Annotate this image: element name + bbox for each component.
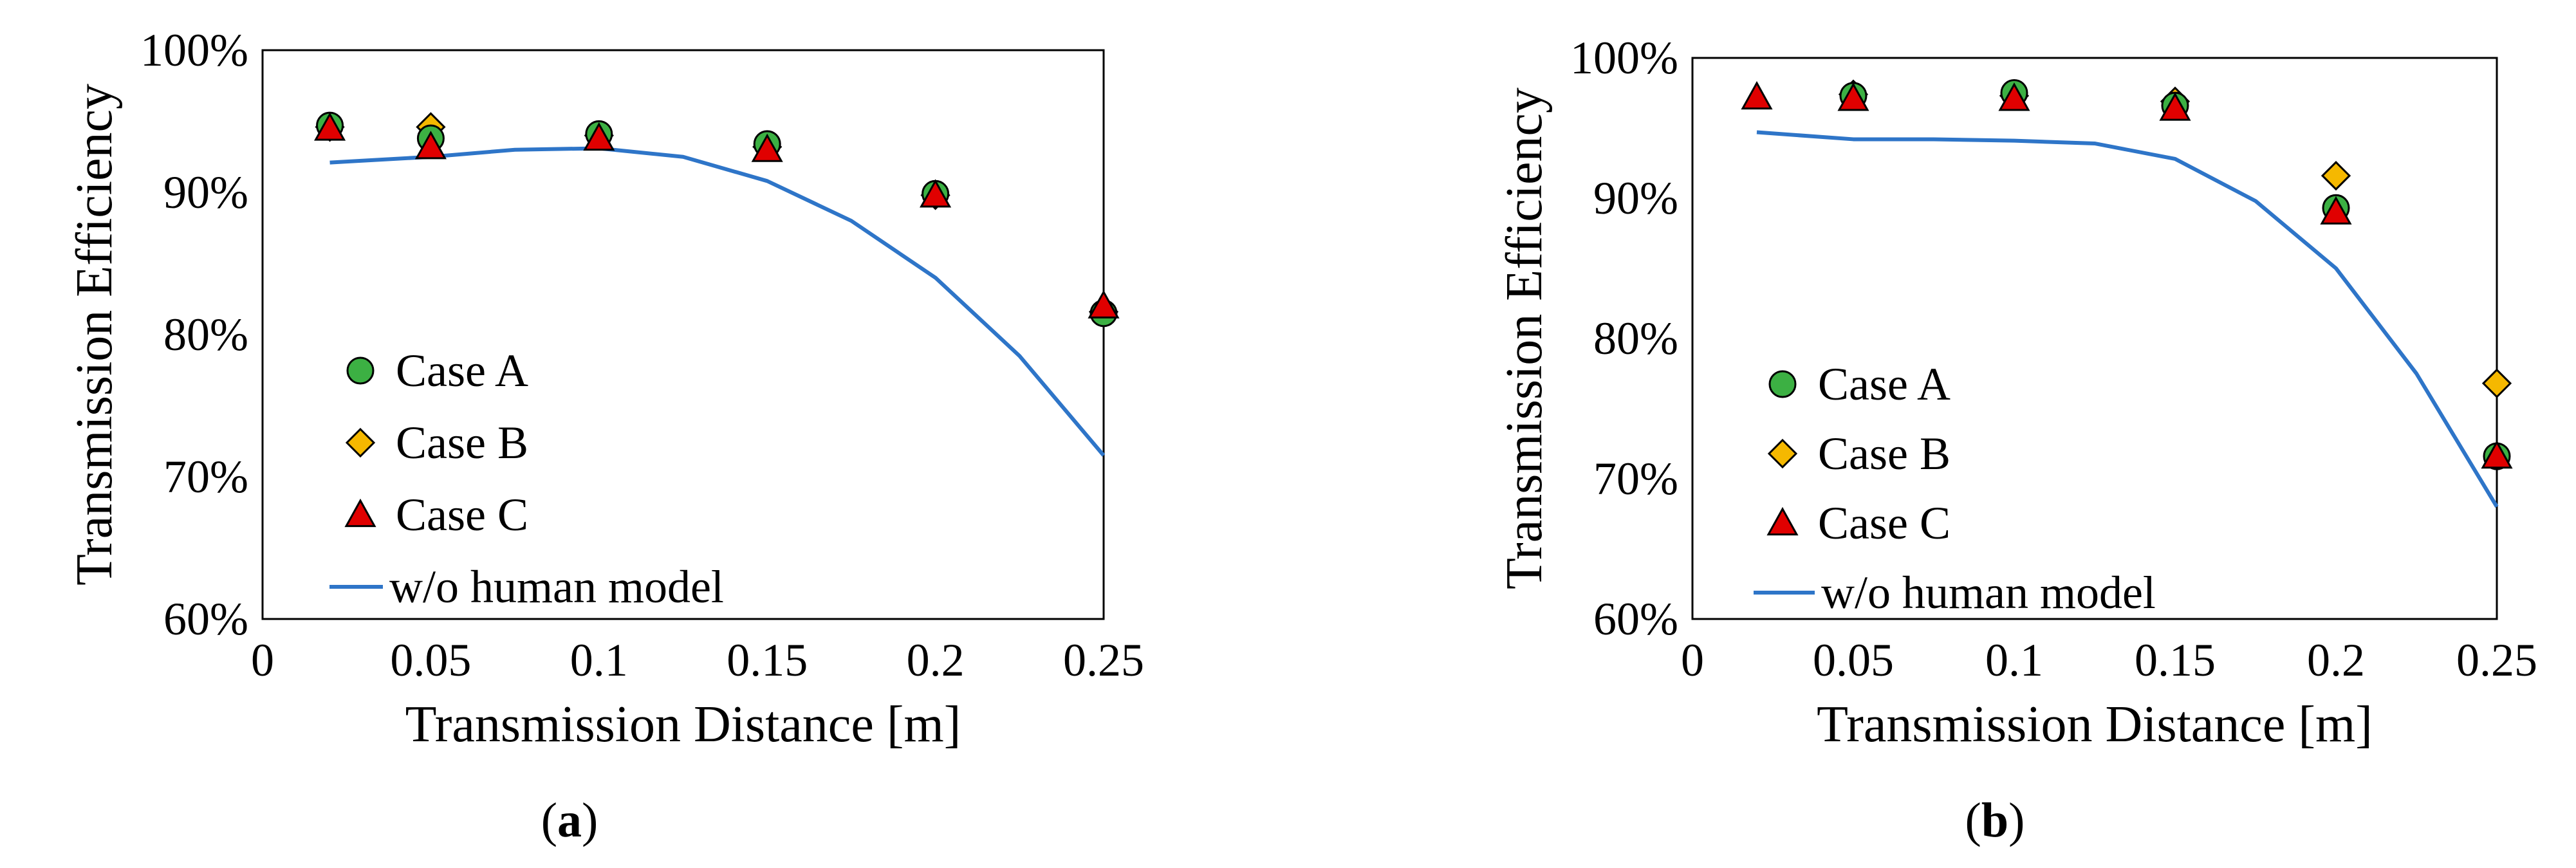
x-tick-label: 0.05 (1813, 634, 1894, 686)
data-point-case-c (1741, 80, 1773, 110)
legend-label: Case C (1818, 497, 1951, 549)
data-point-case-c (414, 131, 447, 160)
legend-marker-case-a (346, 356, 375, 385)
y-tick-label: 90% (163, 167, 248, 218)
legend-label: Case A (1818, 358, 1951, 410)
y-tick-label: 60% (1593, 593, 1678, 645)
data-point-case-c (1837, 82, 1869, 111)
x-tick-label: 0.2 (907, 634, 965, 686)
plot-area-frame (1691, 57, 2498, 620)
data-point-case-c (314, 112, 346, 141)
data-point-case-c (920, 179, 952, 208)
legend-label: Case B (396, 417, 528, 468)
y-tick-label: 80% (1593, 313, 1678, 364)
data-point-case-c (2320, 196, 2352, 225)
legend-marker-case-b (345, 427, 376, 458)
y-axis-title: Transmission Efficiency (66, 84, 123, 586)
legend-marker-case-c (1766, 506, 1799, 536)
data-point-case-c (2159, 92, 2191, 121)
y-tick-label: 70% (163, 451, 248, 503)
legend-label: Case C (396, 489, 528, 540)
series-line-without-human-model (329, 146, 1106, 457)
y-tick-label: 60% (163, 593, 248, 645)
chart-panel-b: 60% 70% 80% 90% 100% 0 0.05 0.1 0.15 0.2 0.25 Trans… (1496, 32, 2537, 847)
x-tick-label: 0.05 (390, 634, 471, 686)
legend-marker-case-b (1767, 438, 1798, 469)
y-tick-label: 80% (163, 309, 248, 360)
legend-label: Case B (1818, 428, 1951, 479)
y-tick-label: 100% (1570, 32, 1678, 84)
legend-label: w/o human model (389, 561, 724, 613)
data-point-case-b (2321, 160, 2351, 191)
y-tick-label: 70% (1593, 453, 1678, 504)
data-point-case-c (583, 122, 615, 151)
x-tick-label: 0.15 (727, 634, 808, 686)
x-tick-label: 0.25 (2456, 634, 2537, 686)
legend-label: Case A (396, 345, 528, 396)
legend-marker-case-c (344, 498, 376, 528)
legend-label: w/o human model (1821, 567, 2156, 618)
x-axis-title: Transmission Distance [m] (1817, 696, 2373, 753)
plot-area-frame (261, 49, 1105, 620)
panel-label: (b) (1965, 793, 2025, 847)
series-line-without-human-model (1756, 130, 2499, 508)
data-point-case-c (751, 133, 783, 162)
y-axis-title: Transmission Efficiency (1496, 88, 1553, 589)
panel-label: (a) (541, 793, 598, 847)
x-tick-label: 0.25 (1063, 634, 1144, 686)
legend-marker-case-a (1768, 370, 1797, 398)
data-point-case-c (2481, 440, 2513, 469)
y-tick-label: 90% (1593, 172, 1678, 224)
data-point-case-c (1998, 82, 2030, 111)
data-point-case-c (1088, 290, 1120, 319)
x-tick-label: 0 (251, 634, 274, 686)
x-tick-label: 0.15 (2135, 634, 2216, 686)
data-point-case-b (2481, 368, 2512, 398)
y-tick-label: 100% (140, 24, 248, 76)
x-tick-label: 0.1 (1985, 634, 2043, 686)
x-tick-label: 0 (1681, 634, 1704, 686)
chart-panel-a: 60% 70% 80% 90% 100% 0 0.05 0.1 0.15 0.2 0.25 Trans… (66, 24, 1144, 847)
legend: Case A Case B Case C w/o human model (1754, 358, 2156, 618)
legend: Case A Case B Case C w/o human model (329, 345, 724, 613)
x-tick-label: 0.2 (2307, 634, 2365, 686)
x-axis-title: Transmission Distance [m] (405, 696, 961, 753)
x-tick-label: 0.1 (570, 634, 628, 686)
